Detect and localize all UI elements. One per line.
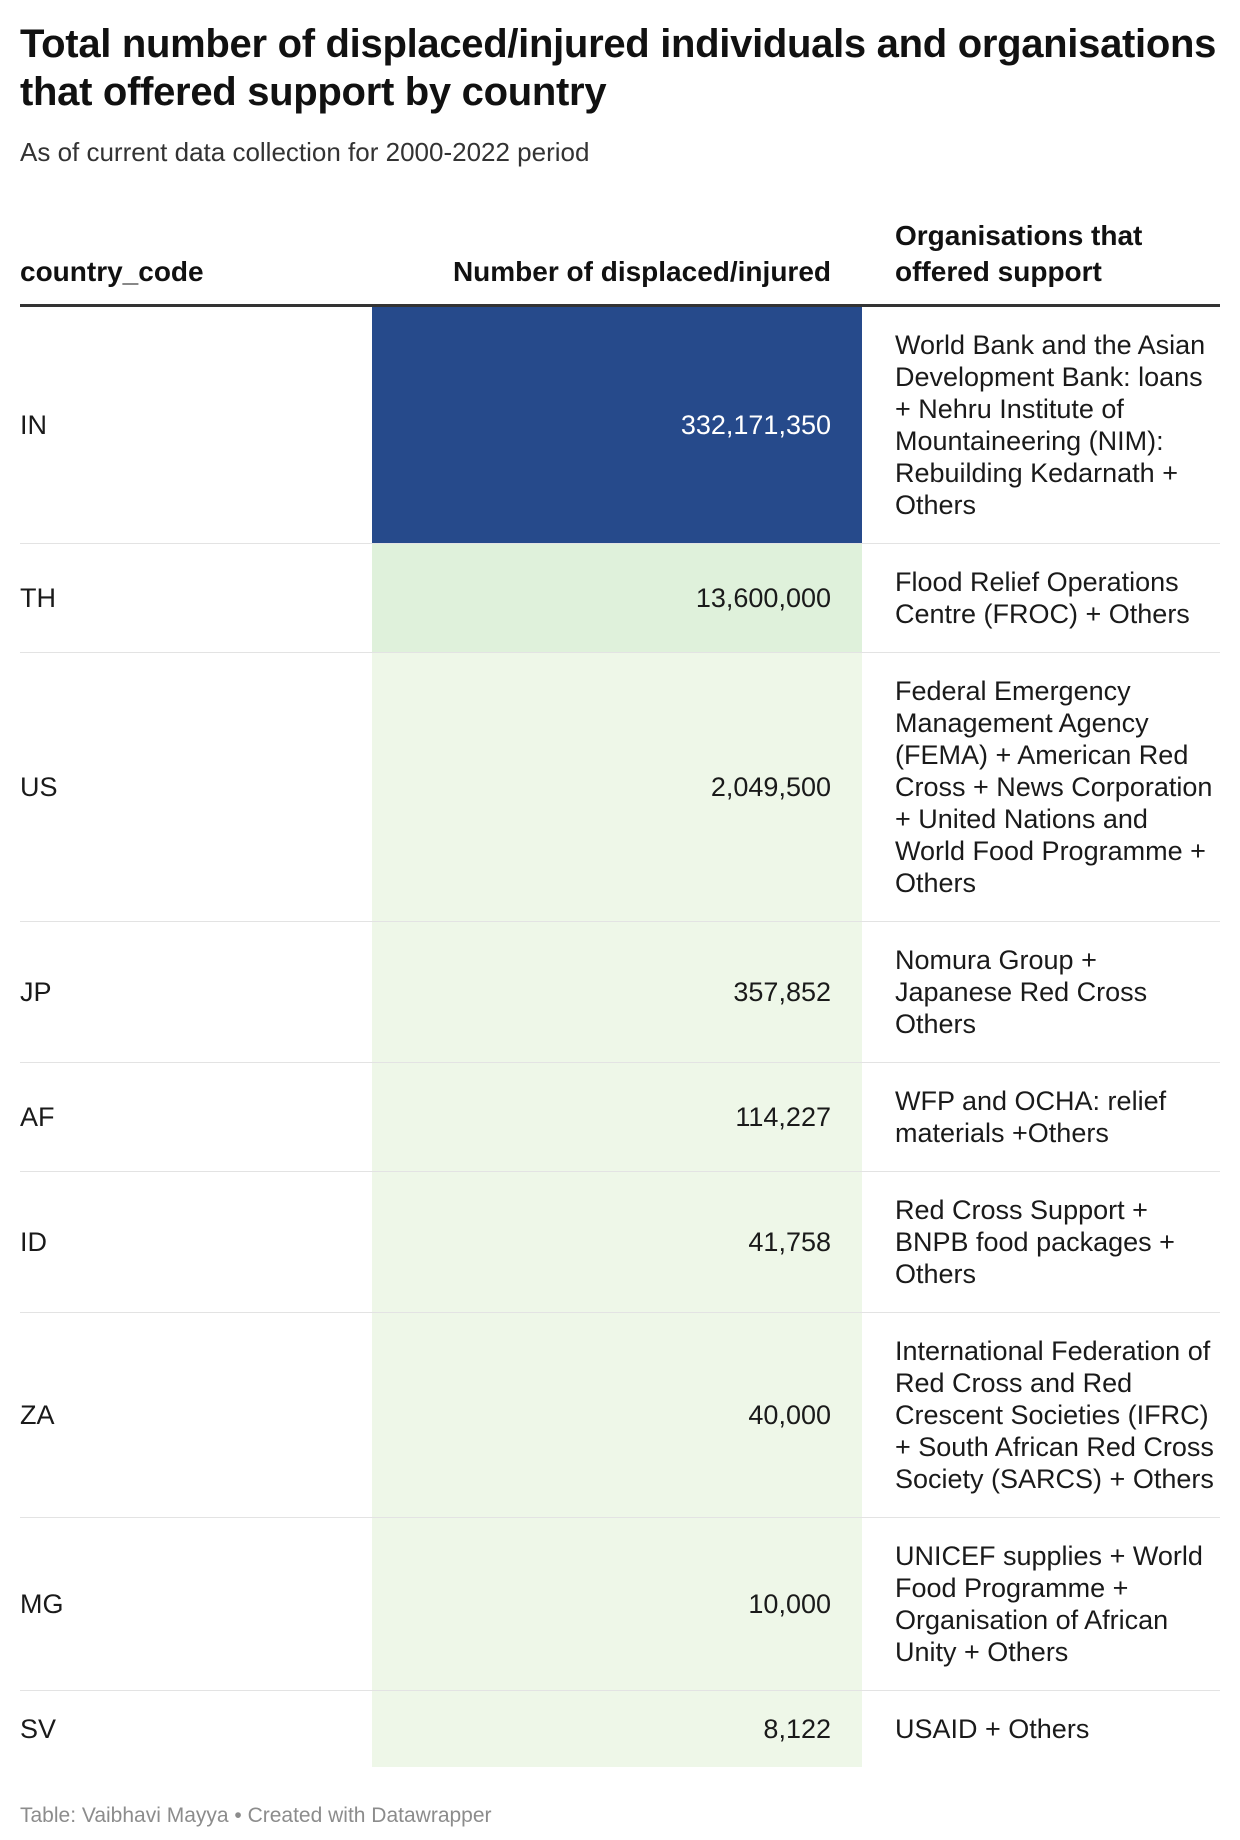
table-row: MG 10,000 UNICEF supplies + World Food Pro… (20, 1517, 1220, 1691)
cell-organisations: USAID + Others (895, 1714, 1090, 1744)
cell-country-code: IN (20, 305, 372, 544)
cell-country-code: ID (20, 1171, 372, 1313)
column-header-displaced-injured[interactable]: Number of displaced/injured (372, 218, 862, 307)
table-row: US 2,049,500 Federal Emergency Management … (20, 652, 1220, 922)
cell-country-code: MG (20, 1517, 372, 1691)
data-table: country_code Number of displaced/injured… (20, 218, 1220, 1767)
column-header-country-code[interactable]: country_code (20, 218, 372, 307)
table-body: IN 332,171,350 World Bank and the Asian De… (20, 305, 1220, 1767)
cell-displaced-injured: 357,852 (372, 921, 862, 1063)
chart-footer: Table: Vaibhavi Mayya • Created with Dat… (20, 1804, 492, 1827)
table-row: ZA 40,000 International Federation of Red … (20, 1312, 1220, 1518)
cell-displaced-injured: 8,122 (372, 1690, 862, 1767)
cell-country-code: JP (20, 921, 372, 1063)
cell-country-code: US (20, 652, 372, 922)
cell-organisations: Nomura Group + Japanese Red Cross Others (862, 921, 1220, 1063)
cell-displaced-injured: 2,049,500 (372, 652, 862, 922)
cell-organisations: Red Cross Support + BNPB food packages +… (862, 1171, 1220, 1313)
cell-country-code: AF (20, 1062, 372, 1172)
table-row: AF 114,227 WFP and OCHA: relief materials … (20, 1062, 1220, 1172)
cell-organisations: International Federation of Red Cross an… (862, 1312, 1220, 1518)
cell-displaced-injured: 114,227 (372, 1062, 862, 1172)
cell-country-code: SV (20, 1714, 57, 1744)
cell-organisations: World Bank and the Asian Development Ban… (862, 305, 1220, 544)
cell-organisations: WFP and OCHA: relief materials +Others (862, 1062, 1220, 1172)
cell-displaced-injured: 10,000 (372, 1517, 862, 1691)
chart-container: Total number of displaced/injured indivi… (20, 20, 1220, 1767)
cell-country-code: TH (20, 543, 372, 653)
cell-displaced-injured: 41,758 (372, 1171, 862, 1313)
table-row: ID 41,758 Red Cross Support + BNPB food pa… (20, 1171, 1220, 1313)
chart-subtitle: As of current data collection for 2000-2… (20, 137, 590, 167)
cell-displaced-injured: 13,600,000 (372, 543, 862, 653)
cell-country-code: ZA (20, 1312, 372, 1518)
table-row: SV 8,122 USAID + Others (20, 1690, 1220, 1767)
column-header-organisations[interactable]: Organisations that offered support (862, 218, 1220, 307)
table-row: JP 357,852 Nomura Group + Japanese Red Cro… (20, 921, 1220, 1063)
table-row: IN 332,171,350 World Bank and the Asian De… (20, 305, 1220, 544)
table-row: TH 13,600,000 Flood Relief Operations Cent… (20, 543, 1220, 653)
table-header-row: country_code Number of displaced/injured… (20, 218, 1220, 307)
cell-displaced-injured: 40,000 (372, 1312, 862, 1518)
chart-title: Total number of displaced/injured indivi… (20, 22, 1217, 114)
cell-organisations: UNICEF supplies + World Food Programme +… (862, 1517, 1220, 1691)
cell-organisations: Flood Relief Operations Centre (FROC) + … (862, 543, 1220, 653)
cell-organisations: Federal Emergency Management Agency (FEM… (862, 652, 1220, 922)
cell-displaced-injured: 332,171,350 (372, 305, 862, 544)
